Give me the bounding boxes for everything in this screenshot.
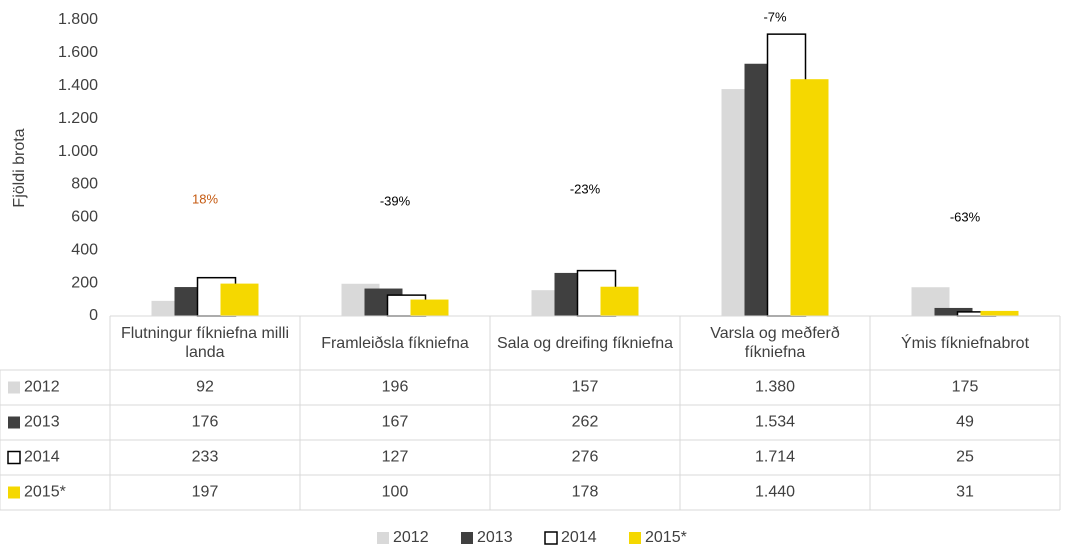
table-value: 175 [952,379,979,396]
table-series-name: 2012 [24,379,60,396]
table-swatch [8,381,20,394]
x-tick-label: Varsla og meðferð fíkniefna [710,325,840,361]
y-tick-label: 1.400 [58,77,98,94]
x-tick-label: Flutningur fíkniefna milli landa [120,325,290,361]
table-value: 1.534 [755,414,795,431]
table-swatch [7,450,21,465]
legend-swatch [544,531,558,545]
table-value: 31 [956,484,974,501]
category-cell: Flutningur fíkniefna milli landa [120,325,290,361]
y-tick-label: 0 [89,307,98,324]
table-series-name: 2013 [24,414,60,431]
table-swatch [8,416,20,429]
y-tick-label: 600 [71,209,98,226]
table-value: 100 [382,484,409,501]
bar [600,286,639,316]
table-value: 176 [192,414,219,431]
legend-label: 2013 [477,529,513,546]
category-cell: Framleiðsla fíkniefna [321,334,469,352]
annotation: 18% [192,191,218,206]
legend-swatch [377,532,389,544]
annotation: -7% [763,9,787,24]
table-series-name: 2014 [24,449,60,466]
table-value: 25 [956,449,974,466]
annotation: -63% [950,209,981,224]
bar [220,283,259,316]
bar [980,310,1019,316]
y-tick-label: 1.000 [58,143,98,160]
annotation: -39% [380,193,411,208]
table-value: 49 [956,414,974,431]
annotation: -23% [570,181,601,196]
bar [790,79,829,316]
bar [410,299,449,316]
y-tick-label: 400 [71,241,98,258]
x-tick-label: Framleiðsla fíkniefna [321,334,469,352]
y-tick-label: 200 [71,274,98,291]
table-value: 167 [382,414,409,431]
legend-swatch [629,532,641,544]
legend-label: 2015* [645,529,687,546]
y-tick-label: 1.200 [58,110,98,127]
y-axis-label: Fjöldi brota [11,128,28,207]
table-swatch [8,486,20,499]
table-value: 262 [572,414,599,431]
y-tick-label: 1.800 [58,11,98,28]
table-value: 1.380 [755,379,795,396]
category-cell: Sala og dreifing fíkniefna [496,334,674,352]
table-value: 92 [196,379,214,396]
legend-swatch [461,532,473,544]
table-value: 1.440 [755,484,795,501]
table-value: 196 [382,379,409,396]
legend-label: 2014 [561,529,597,546]
table-series-name: 2015* [24,484,66,501]
table-value: 178 [572,484,599,501]
table-value: 276 [572,449,599,466]
category-cell: Varsla og meðferð fíkniefna [710,325,840,361]
table-value: 127 [382,449,409,466]
x-tick-label: Ýmis fíkniefnabrot [900,334,1030,352]
table-value: 1.714 [755,449,795,466]
category-cell: Ýmis fíkniefnabrot [900,334,1030,352]
table-value: 157 [572,379,599,396]
legend-label: 2012 [393,529,429,546]
x-tick-label: Sala og dreifing fíkniefna [496,334,674,352]
y-tick-label: 800 [71,176,98,193]
table-value: 233 [192,449,219,466]
y-tick-label: 1.600 [58,44,98,61]
bar [934,307,973,316]
table-value: 197 [192,484,219,501]
